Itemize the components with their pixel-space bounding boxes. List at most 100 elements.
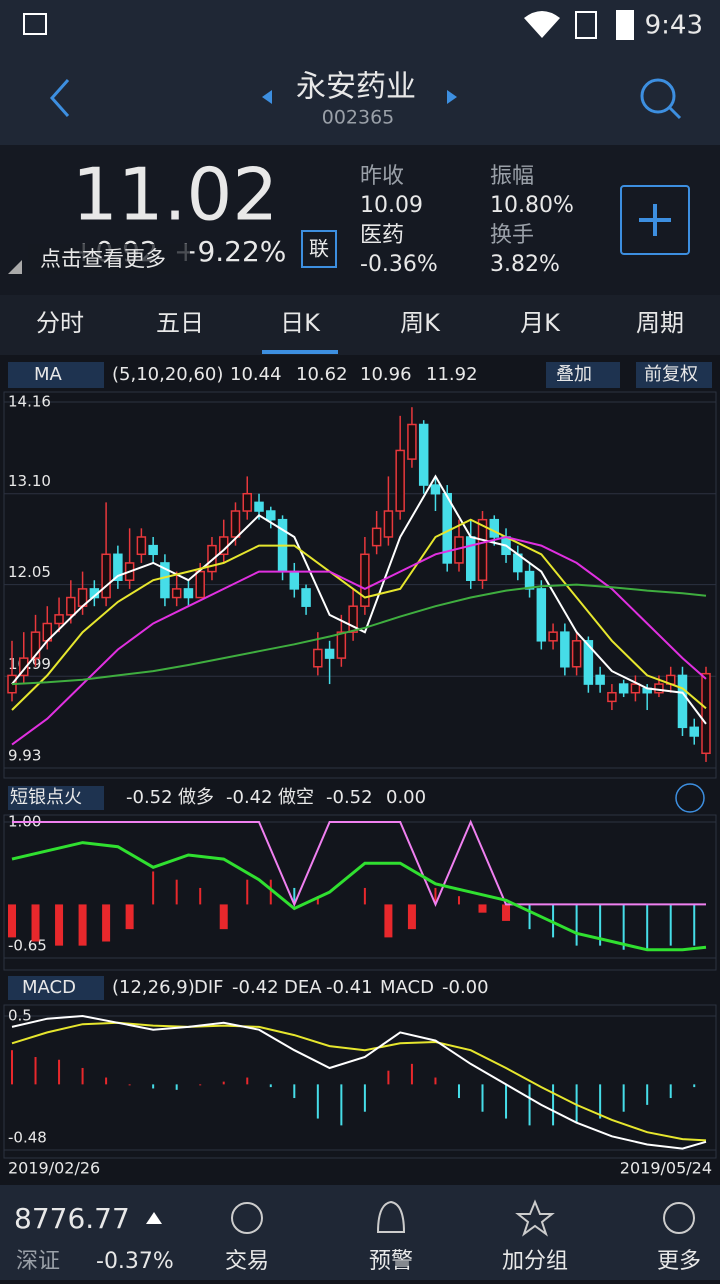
- macd-bar: [599, 1084, 602, 1119]
- candle-body: [324, 648, 335, 659]
- prev-stock[interactable]: [262, 90, 272, 104]
- back-button[interactable]: [49, 79, 70, 117]
- candle-body: [607, 691, 617, 703]
- macd-name: MACD: [22, 977, 76, 998]
- ignite-bar: [152, 871, 155, 905]
- ignite-bar: [599, 904, 602, 946]
- ignite-bar: [175, 879, 178, 905]
- toast-bg: [28, 244, 190, 274]
- y-tick-label: -0.48: [8, 1129, 47, 1147]
- y-tick-label: 13.10: [8, 472, 51, 490]
- long-value: -0.42: [226, 787, 273, 808]
- candle-body: [289, 570, 300, 590]
- ma-select[interactable]: [8, 362, 104, 388]
- macd-bar: [387, 1070, 390, 1085]
- macd-bar: [528, 1084, 531, 1126]
- expand-button[interactable]: [675, 783, 705, 813]
- long-label: 做多: [178, 787, 214, 808]
- index-arrow: [146, 1212, 162, 1224]
- candle-body: [630, 683, 641, 694]
- dif-label: DIF: [194, 977, 224, 998]
- y-tick-label: 12.05: [8, 563, 51, 581]
- ma-line: [11, 518, 707, 711]
- search-button[interactable]: [640, 78, 676, 114]
- candle-body: [465, 536, 476, 581]
- ignite-bar: [363, 887, 366, 905]
- candle-body: [66, 596, 76, 616]
- macd-bar: [105, 1077, 108, 1085]
- ma-value: 10.62: [296, 364, 348, 385]
- ignite-bar: [293, 887, 296, 905]
- tab[interactable]: 分时: [36, 309, 84, 337]
- index-name: 深证: [16, 1249, 60, 1274]
- nav-item[interactable]: 预警: [369, 1249, 413, 1274]
- turnover-label: 换手: [490, 223, 534, 248]
- ignite-bar: [434, 887, 437, 905]
- overlay-select[interactable]: [546, 362, 620, 388]
- toast[interactable]: 点击查看更多: [40, 247, 166, 271]
- ignite-bar: [693, 904, 696, 946]
- candle-body: [371, 527, 382, 547]
- tab[interactable]: 日K: [280, 309, 321, 337]
- prev-close: 10.09: [360, 193, 423, 218]
- sector-label[interactable]: 医药: [360, 223, 404, 248]
- macd-select[interactable]: [8, 976, 104, 1000]
- ignite-pink-line: [12, 819, 706, 907]
- more-icon: [663, 1202, 695, 1234]
- macd-bar: [246, 1077, 249, 1085]
- trade-icon: [231, 1202, 263, 1234]
- candle-body: [171, 588, 182, 599]
- adjust-select[interactable]: [636, 362, 712, 388]
- macd-bar: [199, 1084, 202, 1086]
- tab[interactable]: 月K: [520, 309, 561, 337]
- macd-bar: [481, 1084, 484, 1112]
- ma-value: 11.92: [426, 364, 478, 385]
- candle-body: [560, 631, 570, 668]
- macd-bar: [81, 1067, 84, 1085]
- add-button[interactable]: [620, 185, 690, 255]
- header-bg: [0, 0, 720, 145]
- macd-bar: [646, 1084, 649, 1105]
- ignite-line: [11, 841, 707, 952]
- ignite-bar: [8, 904, 16, 938]
- y-tick-label: 0.5: [8, 1007, 32, 1025]
- tab[interactable]: 五日: [156, 309, 204, 337]
- nav-item[interactable]: 交易: [225, 1249, 269, 1274]
- stock-name: 永安药业: [296, 70, 416, 105]
- gallery-icon: [23, 13, 47, 35]
- y-tick-label: -0.65: [8, 937, 47, 955]
- macd-bar: [457, 1084, 460, 1099]
- nav-item[interactable]: 更多: [657, 1249, 701, 1274]
- macd-bar: [293, 1084, 296, 1099]
- end-date: 2019/05/24: [620, 1159, 712, 1178]
- candle-body: [207, 544, 217, 573]
- candle-body: [313, 648, 323, 668]
- ignite-select[interactable]: [8, 786, 104, 810]
- candle-body: [19, 657, 29, 677]
- wifi-icon: [524, 11, 560, 38]
- tab[interactable]: 周期: [636, 309, 684, 337]
- ignite-bar: [478, 904, 487, 913]
- next-stock[interactable]: [447, 90, 457, 104]
- candle-body: [230, 510, 241, 538]
- macd-bar: [410, 1063, 413, 1085]
- macd-bar: [552, 1084, 555, 1126]
- short-label: 做空: [278, 787, 314, 808]
- macd-bar: [505, 1084, 508, 1119]
- nav-item[interactable]: 加分组: [502, 1249, 568, 1274]
- macd-bar: [669, 1084, 672, 1099]
- candle-body: [101, 553, 111, 599]
- amplitude: 10.80%: [490, 193, 574, 218]
- tab[interactable]: 周K: [400, 309, 441, 337]
- dif-line: [11, 1014, 707, 1150]
- ignite-bar: [269, 879, 272, 905]
- candle-body: [689, 726, 699, 737]
- turnover: 3.82%: [490, 252, 560, 277]
- ma-name: MA: [34, 364, 63, 385]
- link-button[interactable]: [301, 230, 337, 268]
- macd-bar: [316, 1084, 319, 1119]
- ignite-bar: [457, 896, 460, 905]
- candle-body: [360, 553, 370, 607]
- link-label: 联: [309, 237, 329, 261]
- macd-bar: [34, 1057, 37, 1085]
